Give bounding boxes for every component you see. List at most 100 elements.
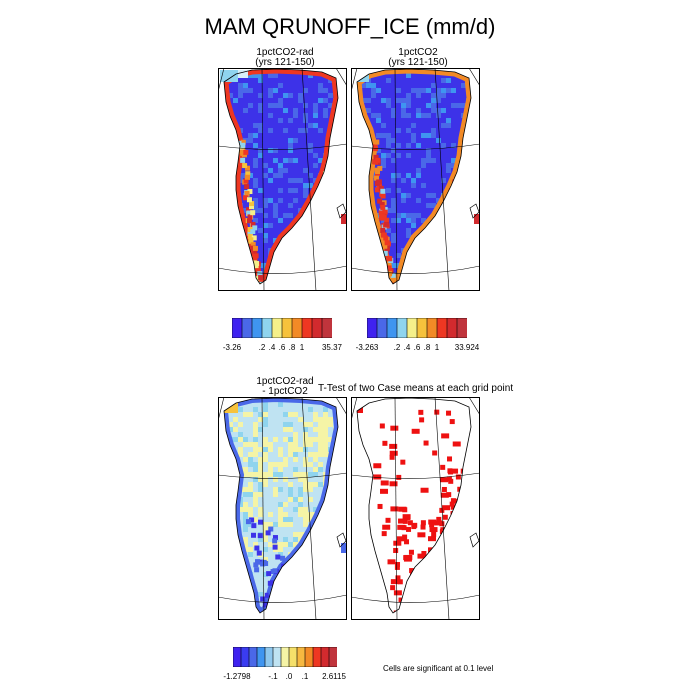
grid-cell — [248, 237, 254, 243]
grid-cell — [406, 173, 411, 178]
grid-cell — [298, 497, 303, 502]
colorbar-swatch — [281, 318, 293, 338]
grid-cell — [298, 487, 303, 492]
grid-cell — [303, 168, 308, 173]
grid-cell — [366, 108, 371, 113]
grid-cell — [288, 497, 293, 502]
grid-cell — [308, 482, 313, 487]
grid-cell — [303, 183, 308, 188]
significant-cell — [449, 419, 455, 425]
grid-cell — [303, 512, 308, 517]
grid-cell — [238, 407, 243, 412]
grid-cell — [248, 73, 253, 78]
significant-cell — [442, 505, 451, 511]
grid-cell — [272, 544, 278, 550]
grid-cell — [248, 462, 253, 467]
grid-cell — [384, 217, 390, 223]
significant-cell — [389, 454, 395, 460]
latitude-line — [218, 265, 347, 274]
grid-cell — [421, 158, 426, 163]
grid-cell — [377, 165, 383, 171]
grid-cell — [258, 412, 263, 417]
grid-cell — [251, 532, 257, 538]
grid-cell — [228, 427, 233, 432]
grid-cell — [268, 522, 273, 527]
grid-cell — [253, 502, 258, 507]
coastline — [356, 68, 472, 285]
grid-cell — [283, 537, 288, 542]
main-title: MAM QRUNOFF_ICE (mm/d) — [204, 14, 496, 39]
grid-cell — [263, 477, 268, 482]
grid-cell — [283, 412, 288, 417]
significant-cell — [373, 474, 382, 480]
significant-cell — [390, 506, 399, 512]
grid-cell — [258, 78, 263, 83]
panel1-title: 1pctCO2-rad (yrs 121-150) — [205, 48, 365, 68]
grid-cell — [323, 113, 328, 118]
colorbar-1pctco2-rad — [232, 318, 332, 338]
grid-cell — [263, 412, 268, 417]
grid-cell — [258, 477, 263, 482]
grid-cell — [308, 407, 313, 412]
grid-cell — [268, 128, 273, 133]
significant-cell — [434, 409, 440, 415]
grid-cell — [258, 457, 263, 462]
significant-cell — [431, 531, 437, 537]
grid-cell — [431, 158, 436, 163]
grid-cell — [273, 477, 278, 482]
grid-cell — [263, 203, 268, 208]
grid-cell — [243, 442, 248, 447]
significant-cell — [441, 486, 447, 492]
grid-cell — [278, 98, 283, 103]
grid-cell — [303, 437, 308, 442]
grid-cell — [416, 168, 421, 173]
grid-cell — [258, 103, 263, 108]
longitude-line — [335, 68, 347, 87]
grid-cell — [240, 150, 246, 156]
grid-cell — [263, 223, 268, 228]
colorbar-swatch — [261, 318, 273, 338]
grid-cell — [318, 88, 323, 93]
grid-cell — [253, 427, 258, 432]
significant-cell — [449, 501, 455, 507]
colorbar-swatch — [232, 318, 243, 338]
grid-cell — [243, 83, 248, 88]
grid-cell — [381, 133, 386, 138]
grid-cell — [243, 507, 248, 512]
grid-cell — [411, 223, 416, 228]
grid-cell — [303, 457, 308, 462]
grid-cell — [278, 173, 283, 178]
grid-cell — [318, 98, 323, 103]
grid-cell — [371, 83, 376, 88]
grid-cell — [249, 201, 255, 207]
colorbar-1pctco2-rad-labels: -3.26 .2 .4 .6 .8 1 35.37 — [223, 343, 342, 355]
grid-cell — [386, 98, 391, 103]
colorbar-swatch — [304, 647, 314, 667]
grid-cell — [308, 148, 313, 153]
grid-cell — [313, 103, 318, 108]
colorbar-swatch — [328, 647, 337, 667]
grid-cell — [416, 173, 421, 178]
significant-cell — [455, 474, 461, 480]
grid-cell — [384, 221, 390, 227]
grid-cell — [386, 255, 392, 261]
grid-cell — [376, 118, 381, 123]
grid-cell — [278, 462, 283, 467]
cb1-label: .2 — [258, 343, 266, 352]
grid-cell — [421, 133, 426, 138]
grid-cell — [303, 477, 308, 482]
grid-cell — [293, 198, 298, 203]
colorbar-swatch — [256, 647, 266, 667]
grid-cell — [273, 208, 278, 213]
grid-cell — [273, 522, 278, 527]
grid-cell — [318, 83, 323, 88]
grid-cell — [308, 422, 313, 427]
significant-cell — [396, 536, 405, 542]
colorbar-swatch — [436, 318, 448, 338]
grid-cell — [288, 178, 293, 183]
grid-cell — [431, 98, 436, 103]
colorbar-swatch — [456, 318, 467, 338]
cb3-label: -.1 — [268, 672, 278, 681]
grid-cell — [328, 422, 333, 427]
grid-cell — [308, 512, 313, 517]
